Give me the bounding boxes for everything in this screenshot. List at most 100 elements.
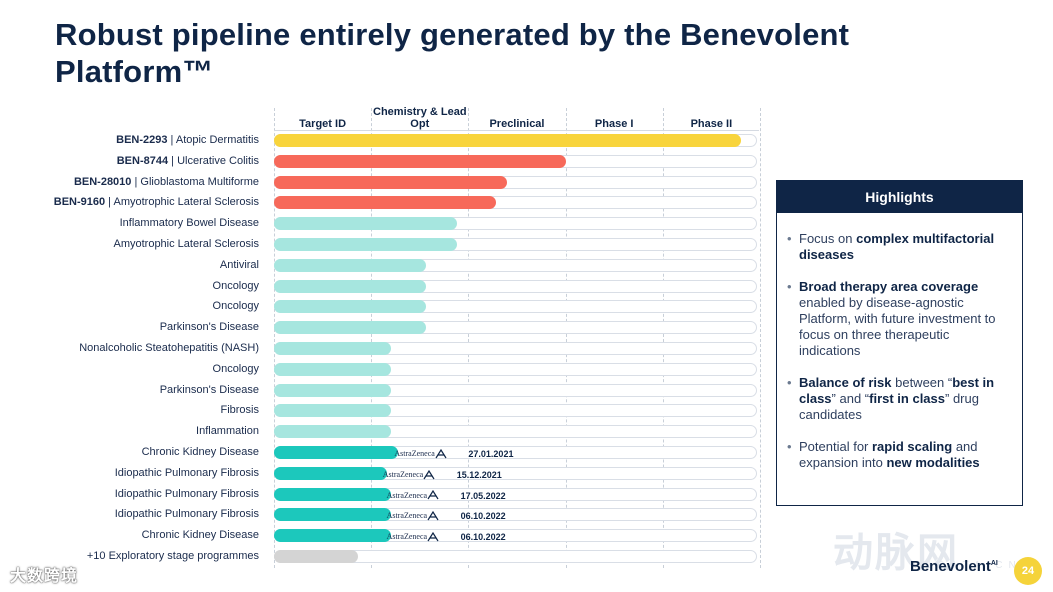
separator: | xyxy=(131,175,141,188)
partner-logo: AstraZeneca xyxy=(387,509,439,523)
astrazeneca-icon xyxy=(423,469,435,480)
row-label: Nonalcoholic Steatohepatitis (NASH) xyxy=(0,341,259,356)
highlight-bold-text: best in class xyxy=(799,375,995,406)
separator: | xyxy=(105,196,114,209)
progress-bar xyxy=(274,404,391,418)
progress-bar xyxy=(274,217,457,231)
progress-bar xyxy=(274,362,391,376)
partner-logo: AstraZeneca xyxy=(387,530,439,544)
progress-bar xyxy=(274,466,387,480)
brand-sup: AI xyxy=(990,560,998,567)
row-label: Antiviral xyxy=(0,258,259,273)
partnership-date: 17.05.2022 xyxy=(460,490,506,501)
brand-logo: BenevolentAI xyxy=(910,558,998,575)
stage-header: Preclinical xyxy=(489,118,545,130)
program-code: BEN-2293 xyxy=(116,134,168,146)
highlight-text: ” and “ xyxy=(831,391,870,406)
progress-bar xyxy=(274,487,391,501)
astrazeneca-icon xyxy=(427,511,439,521)
highlight-item: Focus on complex multifactorial diseases xyxy=(787,231,1014,263)
partner-logo: AstraZeneca xyxy=(387,489,439,503)
stage-divider xyxy=(274,108,275,568)
indication-name: Amyotrophic Lateral Sclerosis xyxy=(113,196,259,209)
program-code: BEN-9160 xyxy=(53,196,106,209)
highlight-bold-text: Balance of risk xyxy=(799,375,892,390)
progress-bar xyxy=(274,446,399,459)
stage-divider xyxy=(565,108,567,568)
highlight-text: between “ xyxy=(891,375,953,390)
stage-divider xyxy=(468,108,470,568)
progress-bar xyxy=(274,550,358,563)
partnership-date: 06.10.2022 xyxy=(460,532,506,543)
highlight-bold-text: Broad therapy area coverage xyxy=(799,279,979,294)
progress-bar xyxy=(274,300,426,314)
indication-name: Idiopathic Pulmonary Fibrosis xyxy=(114,508,259,521)
progress-bar xyxy=(274,238,457,251)
partner-name: AstraZeneca xyxy=(386,511,428,521)
indication-name: +10 Exploratory stage programmes xyxy=(86,550,259,562)
row-label: Fibrosis xyxy=(0,403,259,418)
brand-badge: 24 xyxy=(1014,557,1042,585)
highlight-text: Focus on xyxy=(799,231,857,246)
indication-name: Ulcerative Colitis xyxy=(177,154,259,167)
indication-name: Antiviral xyxy=(219,258,259,271)
program-code: BEN-28010 xyxy=(73,175,132,188)
partner-name: AstraZeneca xyxy=(386,490,428,500)
partnership-date: 27.01.2021 xyxy=(468,449,514,459)
indication-name: Idiopathic Pulmonary Fibrosis xyxy=(114,466,259,479)
watermark-right-sub: VBDATA.CN xyxy=(912,560,1022,571)
progress-bar xyxy=(274,342,391,355)
astrazeneca-icon xyxy=(427,531,439,542)
stage-baseline xyxy=(274,130,759,131)
progress-bar xyxy=(274,321,426,335)
highlight-item: Broad therapy area coverage enabled by d… xyxy=(787,279,1014,359)
indication-name: Oncology xyxy=(212,279,259,292)
indication-name: Chronic Kidney Disease xyxy=(141,446,259,458)
partner-name: AstraZeneca xyxy=(394,449,435,458)
separator: | xyxy=(168,154,178,167)
row-label: Amyotrophic Lateral Sclerosis xyxy=(0,237,259,252)
row-label: Idiopathic Pulmonary Fibrosis xyxy=(0,466,259,481)
progress-bar xyxy=(274,258,426,272)
partner-logo: AstraZeneca xyxy=(383,468,435,482)
highlights-heading: Highlights xyxy=(777,181,1022,213)
partner-name: AstraZeneca xyxy=(386,532,428,542)
partner-name: AstraZeneca xyxy=(382,469,424,479)
progress-bar xyxy=(274,134,741,147)
highlight-bold-text: rapid scaling xyxy=(872,439,953,454)
highlight-text: ” drug candidates xyxy=(799,391,979,422)
indication-name: Oncology xyxy=(212,362,259,375)
row-label: +10 Exploratory stage programmes xyxy=(0,549,259,564)
row-label: Chronic Kidney Disease xyxy=(0,528,259,543)
row-label: BEN-2293 | Atopic Dermatitis xyxy=(0,133,259,148)
astrazeneca-icon xyxy=(435,448,447,459)
highlight-text: Potential for xyxy=(799,439,872,454)
row-label: Idiopathic Pulmonary Fibrosis xyxy=(0,487,259,502)
row-label: Inflammatory Bowel Disease xyxy=(0,216,259,231)
row-label: Idiopathic Pulmonary Fibrosis xyxy=(0,507,259,522)
progress-bar xyxy=(274,508,391,522)
row-label: Parkinson's Disease xyxy=(0,320,259,335)
stage-divider xyxy=(662,108,664,568)
indication-name: Parkinson's Disease xyxy=(159,383,259,396)
stage-header: Phase I xyxy=(594,118,634,130)
brand-name: Benevolent xyxy=(910,558,991,575)
row-label: BEN-9160 | Amyotrophic Lateral Sclerosis xyxy=(0,195,259,210)
row-label: Parkinson's Disease xyxy=(0,383,259,398)
indication-name: Idiopathic Pulmonary Fibrosis xyxy=(114,487,259,500)
highlight-bold-text: first in class xyxy=(869,391,945,406)
highlight-text: and expansion into xyxy=(799,439,978,470)
indication-name: Inflammatory Bowel Disease xyxy=(119,217,259,230)
progress-bar xyxy=(274,425,391,439)
highlights-list: Focus on complex multifactorial diseases… xyxy=(777,213,1022,471)
row-label: Oncology xyxy=(0,362,259,377)
row-label: Oncology xyxy=(0,279,259,294)
stage-divider xyxy=(371,108,373,568)
progress-bar xyxy=(274,529,391,543)
row-label: BEN-8744 | Ulcerative Colitis xyxy=(0,154,259,169)
separator: | xyxy=(167,134,176,146)
partnership-date: 15.12.2021 xyxy=(456,469,502,480)
partnership-date: 06.10.2022 xyxy=(460,511,506,522)
astrazeneca-icon xyxy=(427,490,439,500)
progress-bar xyxy=(274,383,391,397)
